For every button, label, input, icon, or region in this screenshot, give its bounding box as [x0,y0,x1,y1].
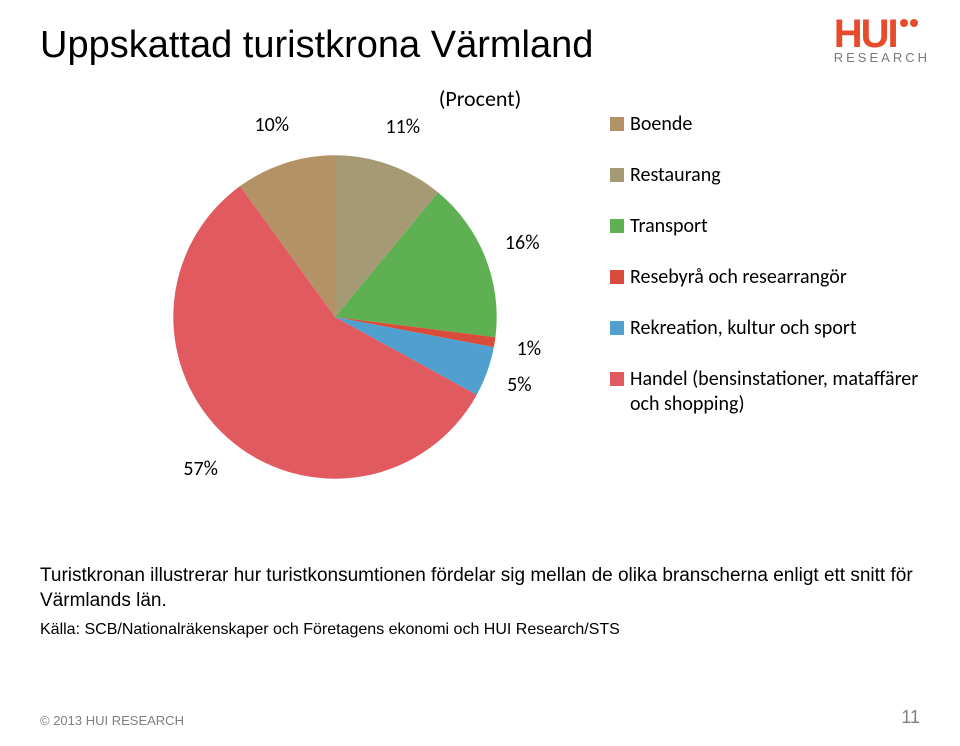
chart-subtitle: (Procent) [40,85,920,112]
pie-data-label: 10% [255,113,290,137]
legend-swatch-icon [610,372,624,386]
legend-item: Boende [610,112,950,137]
legend-item: Transport [610,214,950,239]
legend-swatch-icon [610,321,624,335]
legend: Boende Restaurang Transport Resebyrå och re… [610,112,950,443]
legend-swatch-icon [610,270,624,284]
pie-chart [170,152,500,482]
legend-swatch-icon [610,219,624,233]
legend-label: Resebyrå och researrangör [630,265,847,290]
footer-copyright: © 2013 HUI RESEARCH [40,713,184,728]
legend-label: Rekreation, kultur och sport [630,316,857,341]
logo: HUI RESEARCH [834,16,930,65]
source-text: Källa: SCB/Nationalräkenskaper och Föret… [40,621,920,639]
page-title: Uppskattad turistkrona Värmland [40,24,920,67]
legend-item: Handel (bensinstationer, mataffärer och … [610,367,950,417]
logo-dots-icon [899,16,919,52]
pie-data-label: 1% [517,337,541,361]
legend-swatch-icon [610,168,624,182]
legend-label: Restaurang [630,163,721,188]
pie-data-label: 16% [505,231,540,255]
legend-label: Transport [630,214,708,239]
legend-item: Rekreation, kultur och sport [610,316,950,341]
description: Turistkronan illustrerar hur turistkonsu… [40,564,920,613]
logo-sub: RESEARCH [834,50,930,65]
page-number: 11 [901,707,920,728]
legend-label: Handel (bensinstationer, mataffärer och … [630,367,950,417]
slide: HUI RESEARCH Uppskattad turistkrona Värm… [0,0,960,746]
legend-swatch-icon [610,117,624,131]
legend-item: Restaurang [610,163,950,188]
legend-label: Boende [630,112,692,137]
logo-main: HUI [834,16,930,52]
pie-data-label: 5% [507,373,531,397]
legend-item: Resebyrå och researrangör [610,265,950,290]
pie-data-label: 57% [183,457,218,481]
pie-data-label: 11% [385,115,420,139]
chart-area: 10%11%16%1%5%57% BoendeRestaurangTranspo… [40,122,920,542]
